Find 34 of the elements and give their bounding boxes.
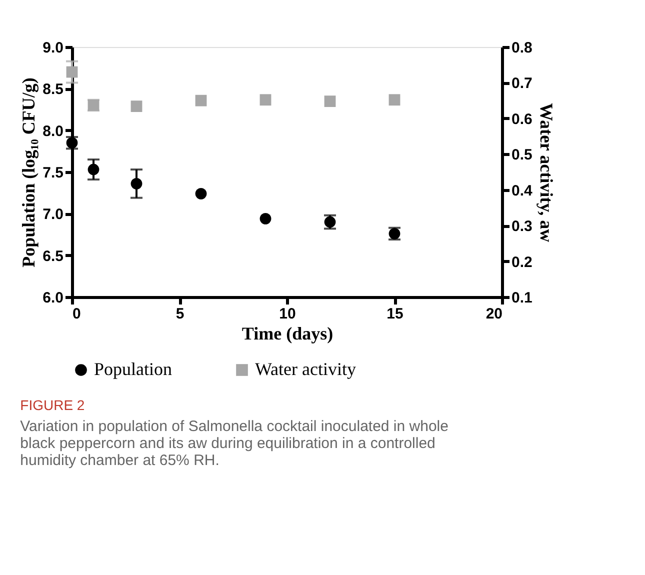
point: [130, 100, 142, 112]
y-tick-label: 6.0: [42, 290, 64, 306]
y-axis-title: Population (log₁₀ CFU/g): [18, 78, 39, 268]
legend-label: Population: [94, 359, 172, 379]
x-tick-label: 5: [176, 306, 184, 322]
text: FIGURE 2: [20, 397, 85, 413]
x-axis-title: Time (days): [242, 324, 334, 344]
y-tick-label: 6.5: [42, 248, 64, 265]
x-tick-label: 0: [72, 306, 81, 322]
y2-tick-label: 0.2: [512, 254, 532, 271]
point: [195, 94, 207, 106]
y2-tick-label: 0.7: [512, 75, 532, 92]
y-tick-label: 8.5: [42, 81, 64, 98]
text: Variation in population of Salmonella cocktail inoculated in whole black peppercorn and its aw during equilibration in a controlled humidity chamber at 65% RH.: [20, 418, 448, 469]
y-tick-label: 7.0: [42, 206, 64, 224]
y2-tick-label: 0.3: [512, 218, 532, 236]
y2-tick-label: 0.1: [512, 290, 532, 306]
legend-label: Water activity: [255, 359, 356, 379]
y2-tick-label: 0.5: [512, 146, 532, 164]
y-tick-label: 9.0: [42, 40, 64, 56]
y2-axis-title: Water activity, aw: [536, 102, 556, 242]
point: [324, 96, 336, 107]
point: [260, 94, 272, 106]
x-tick-label: 10: [279, 306, 296, 322]
y-tick-label: 8.0: [42, 122, 64, 140]
y2-tick-label: 0.4: [512, 182, 534, 200]
y2-tick-label: 0.8: [512, 40, 532, 56]
y2-tick-label: 0.6: [512, 110, 532, 128]
y-tick-label: 7.5: [42, 164, 64, 182]
point: [260, 212, 272, 224]
x-tick-label: 15: [386, 306, 404, 322]
point: [388, 94, 400, 106]
point: [195, 188, 207, 200]
x-tick-label: 20: [486, 306, 502, 322]
